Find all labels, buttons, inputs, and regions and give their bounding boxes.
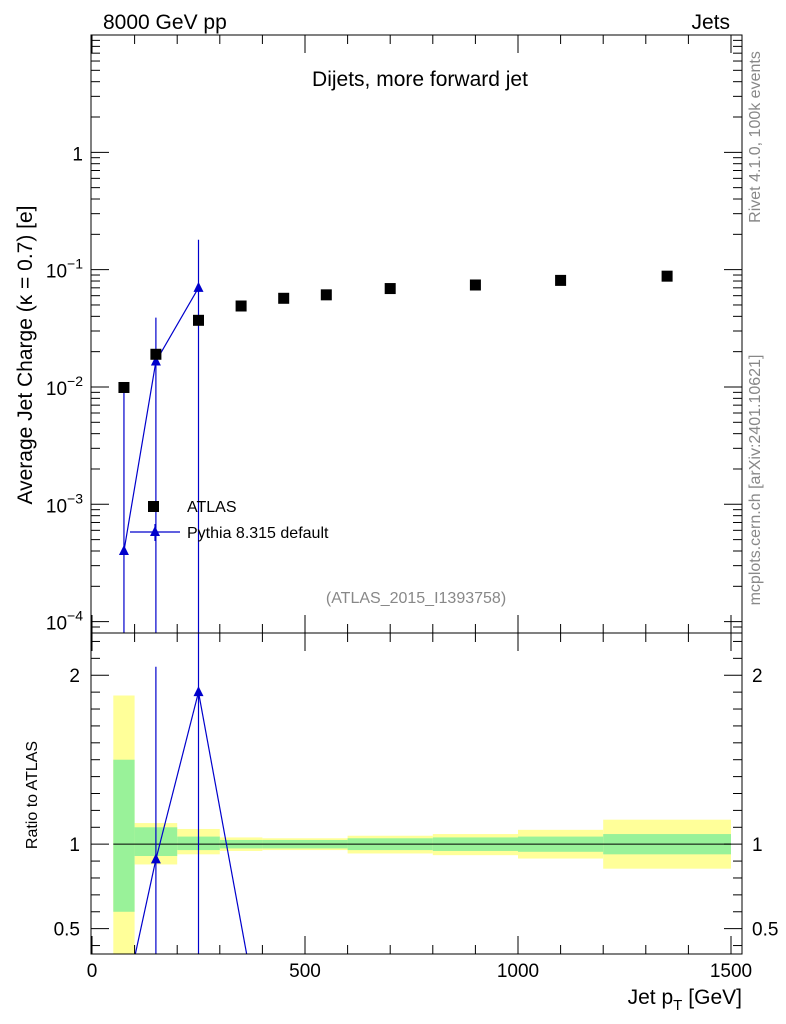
y-tick-label: 10−3 [46,490,83,517]
x-tick-label: 1000 [497,961,539,982]
legend: ATLAS Pythia 8.315 default [130,499,329,542]
pythia-point [193,281,204,292]
legend-pythia-marker [150,526,160,536]
ratio-y-tick-label: 0.5 [54,920,80,941]
header-left-label: 8000 GeV pp [103,11,227,34]
ratio-axis-ticks [91,633,742,954]
pythia-point [118,544,129,555]
ratio-y-axis-label: Ratio to ATLAS [24,741,41,849]
atlas-point [555,274,567,286]
main-axis-ticks [91,34,742,634]
x-tick-label: 500 [289,961,321,982]
main-plot-title: Dijets, more forward jet [312,68,528,91]
atlas-point [118,381,130,393]
main-series-layer [118,239,673,633]
ratio-plot-frame [90,632,743,955]
pythia-ratio-line [197,692,248,955]
header-right-label: Jets [691,11,730,34]
legend-atlas-marker [148,501,159,512]
ratio-y-tick-label-right: 1 [752,835,763,856]
rivet-version-label: Rivet 4.1.0, 100k events [747,51,764,223]
pythia-ratio-line [155,691,200,860]
y-tick-label: 10−2 [46,373,83,400]
legend-pythia-label: Pythia 8.315 default [187,525,329,542]
legend-atlas-label: ATLAS [187,499,237,516]
y-tick-label: 1 [72,144,83,165]
ratio-inner-band [113,759,135,912]
ratio-y-tick-label-right: 0.5 [752,920,778,941]
ratio-plot-panel: 0.5 0.5 1 1 2 2 0 500 1000 1500 Ratio to ATLAS J… [24,632,779,1014]
atlas-point [235,300,247,312]
pythia-ratio-point [193,686,204,697]
atlas-point [661,270,673,282]
atlas-point [320,289,332,301]
x-axis-label: Jet pT [GeV] [628,986,742,1014]
atlas-point [193,314,204,326]
y-tick-label: 10−4 [46,608,83,635]
main-plot-panel: 10−4 10−3 10−2 10−1 1 Dijets, more forward j… [14,34,743,635]
y-tick-label: 10−1 [46,256,83,283]
pythia-point [150,355,161,366]
analysis-annotation: (ATLAS_2015_I1393758) [326,590,506,607]
atlas-point [150,348,162,360]
ratio-y-tick-label: 1 [69,835,80,856]
x-tick-labels: 0 500 1000 1500 [87,961,752,982]
main-y-axis-label: Average Jet Charge (κ = 0.7) [e] [14,205,37,504]
pythia-ratio-line [134,859,157,955]
ratio-series-layer [134,633,248,955]
atlas-point [278,292,290,304]
atlas-point [384,283,396,295]
ratio-y-tick-label-right: 2 [752,666,763,687]
x-tick-label: 0 [87,961,98,982]
pythia-ratio-point [150,853,161,864]
main-y-tick-labels: 10−4 10−3 10−2 10−1 1 [46,144,83,634]
mcplots-label: mcplots.cern.ch [arXiv:2401.10621] [747,355,764,606]
x-tick-label: 1500 [710,961,752,982]
main-plot-frame [90,34,743,634]
ratio-y-tick-label: 2 [69,666,80,687]
ratio-y-tick-labels: 0.5 0.5 1 1 2 2 [54,666,779,940]
atlas-point [469,279,481,291]
